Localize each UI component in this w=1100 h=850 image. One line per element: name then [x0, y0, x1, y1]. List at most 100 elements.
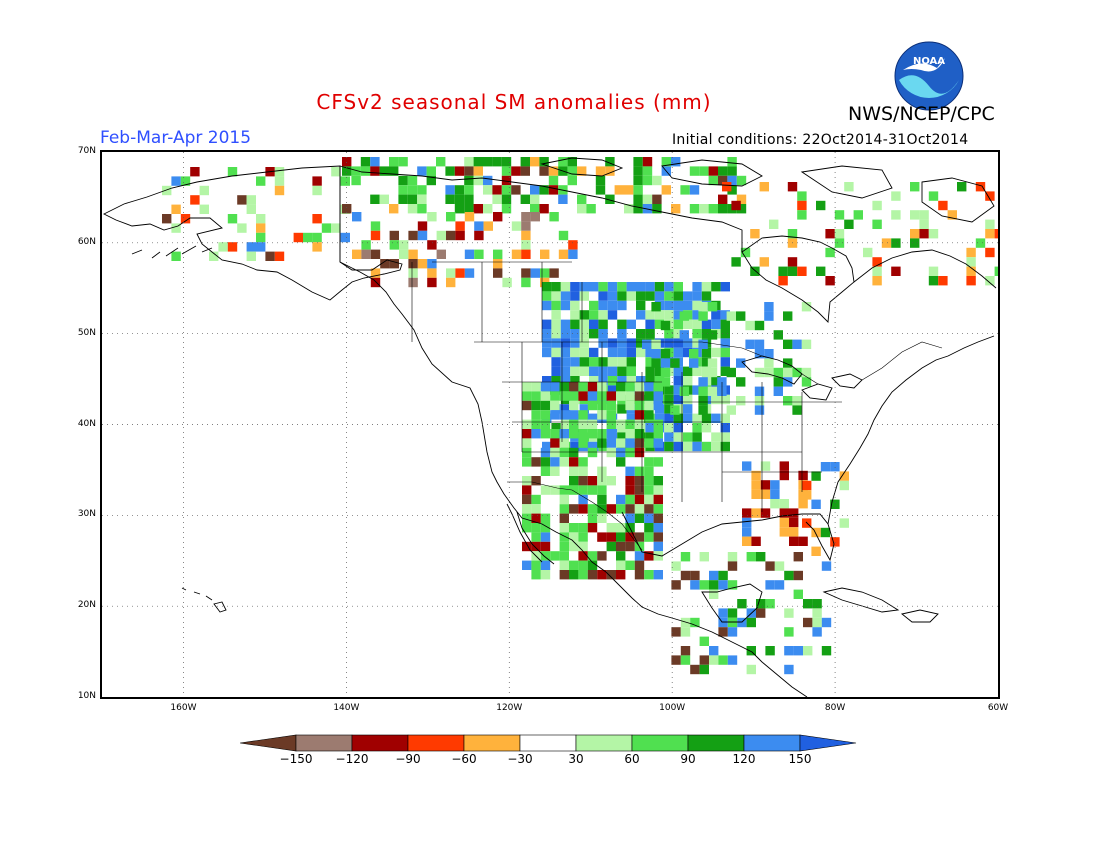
anomaly-cell	[718, 608, 728, 618]
anomaly-cell	[626, 366, 636, 376]
lat-tick-label: 60N	[77, 236, 96, 247]
anomaly-cell	[689, 349, 699, 359]
anomaly-cell	[550, 391, 560, 401]
anomaly-cell	[171, 223, 181, 233]
anomaly-cell	[644, 494, 654, 505]
anomaly-cell	[736, 204, 747, 214]
anomaly-cell	[718, 580, 728, 590]
anomaly-cell	[708, 204, 718, 214]
anomaly-cell	[342, 157, 352, 167]
anomaly-cell	[360, 157, 371, 167]
anomaly-cell	[774, 580, 785, 590]
anomaly-cell	[919, 219, 929, 229]
anomaly-cell	[398, 185, 408, 195]
anomaly-cell	[530, 204, 540, 214]
anomaly-cell	[549, 212, 559, 222]
anomaly-cell	[673, 347, 683, 358]
anomaly-cell	[919, 210, 929, 220]
anomaly-cell	[624, 204, 634, 214]
anomaly-cell	[825, 229, 835, 239]
anomaly-cell	[521, 230, 531, 241]
anomaly-cell	[501, 194, 512, 204]
anomaly-cell	[626, 319, 636, 329]
anomaly-cell	[770, 489, 780, 499]
anomaly-cell	[598, 329, 608, 339]
anomaly-cell	[711, 441, 721, 452]
anomaly-cell	[711, 432, 721, 442]
anomaly-cell	[446, 277, 456, 288]
anomaly-cell	[692, 338, 702, 348]
anomaly-cell	[820, 527, 831, 538]
anomaly-cell	[778, 276, 788, 286]
anomaly-cell	[595, 175, 606, 186]
anomaly-cell	[531, 391, 541, 401]
coastline-west	[339, 261, 808, 697]
anomaly-cell	[501, 157, 512, 167]
anomaly-cell	[454, 204, 465, 214]
anomaly-cell	[718, 570, 728, 581]
coastline-aleutians	[131, 245, 213, 259]
anomaly-cell	[578, 419, 588, 429]
anomaly-cell	[966, 257, 976, 267]
anomaly-cell	[578, 476, 588, 486]
anomaly-cell	[539, 185, 549, 195]
anomaly-cell	[398, 175, 408, 186]
anomaly-cell	[680, 655, 691, 665]
anomaly-cell	[653, 494, 663, 505]
anomaly-cell	[531, 504, 541, 514]
anomaly-cell	[520, 166, 530, 176]
anomaly-cell	[607, 366, 618, 376]
anomaly-cell	[626, 357, 636, 367]
anomaly-cell	[361, 240, 371, 250]
anomaly-cell	[773, 367, 783, 378]
anomaly-cell	[616, 523, 626, 533]
anomaly-cell	[872, 266, 882, 276]
anomaly-cell	[579, 282, 589, 292]
colorbar-tick-label: 150	[788, 752, 812, 766]
anomaly-cell	[994, 266, 998, 276]
anomaly-cell	[550, 429, 560, 439]
anomaly-cell	[636, 310, 646, 320]
anomaly-cell	[227, 242, 238, 252]
anomaly-cell	[256, 242, 266, 252]
anomaly-cell	[540, 382, 551, 392]
anomaly-cell	[692, 423, 702, 433]
anomaly-cell	[589, 300, 599, 311]
anomaly-cell	[673, 329, 683, 339]
anomaly-cell	[521, 212, 531, 222]
anomaly-cell	[577, 204, 587, 214]
anomaly-cell	[673, 394, 683, 405]
anomaly-cell	[644, 513, 654, 523]
anomaly-cell	[598, 282, 608, 292]
anomaly-cell	[579, 310, 589, 320]
anomaly-cell	[680, 627, 691, 637]
anomaly-cell	[522, 382, 532, 392]
anomaly-cell	[633, 185, 643, 195]
anomaly-cell	[811, 527, 821, 538]
anomaly-cell	[616, 382, 626, 392]
anomaly-cell	[707, 358, 718, 368]
anomaly-cell	[644, 466, 654, 476]
anomaly-cell	[644, 410, 654, 420]
anomaly-cell	[190, 195, 200, 205]
anomaly-cell	[634, 504, 645, 514]
anomaly-cell	[644, 532, 654, 542]
anomaly-cell	[660, 377, 671, 387]
anomaly-cell	[727, 157, 737, 167]
anomaly-cell	[199, 204, 209, 214]
anomaly-cell	[784, 570, 794, 581]
lon-tick-label: 140W	[333, 703, 360, 713]
anomaly-cell	[417, 185, 427, 195]
anomaly-cell	[551, 357, 561, 367]
anomaly-cell	[558, 249, 569, 259]
anomaly-cell	[801, 377, 812, 387]
anomaly-cell	[765, 599, 775, 609]
anomaly-cell	[171, 204, 181, 214]
anomaly-cell	[671, 157, 681, 167]
anomaly-cell	[690, 617, 700, 628]
anomaly-cell	[626, 338, 636, 348]
anomaly-cell	[542, 319, 552, 329]
anomaly-cell	[446, 230, 456, 241]
anomaly-cell	[542, 441, 552, 452]
anomaly-cell	[825, 247, 835, 258]
